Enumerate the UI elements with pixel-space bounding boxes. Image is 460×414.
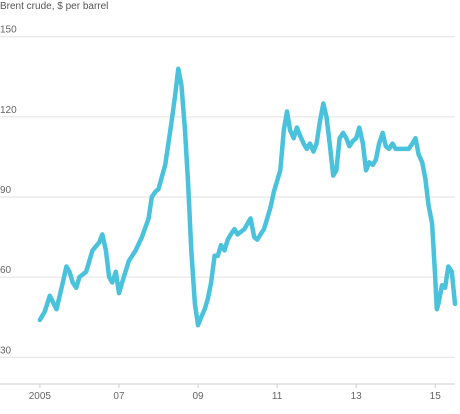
gridlines <box>0 36 455 385</box>
chart-title: Brent crude, $ per barrel <box>0 1 109 12</box>
y-tick-label-120: 120 <box>0 105 17 116</box>
x-tick-label-2005: 2005 <box>29 391 52 402</box>
y-tick-label-90: 90 <box>0 185 12 196</box>
series-layer <box>37 66 458 328</box>
x-axis-ticks: 2005 07 09 11 13 15 <box>29 384 441 402</box>
x-tick-label-15: 15 <box>430 391 442 402</box>
y-tick-label-150: 150 <box>0 25 17 36</box>
x-tick-label-13: 13 <box>351 391 363 402</box>
series-line-0 <box>37 66 458 328</box>
x-tick-label-09: 09 <box>192 391 204 402</box>
x-tick-label-11: 11 <box>272 391 283 402</box>
x-tick-label-07: 07 <box>113 391 125 402</box>
y-tick-label-60: 60 <box>0 265 12 276</box>
y-axis-ticks: 30 60 90 120 150 <box>0 25 17 357</box>
y-tick-label-30: 30 <box>0 345 12 356</box>
